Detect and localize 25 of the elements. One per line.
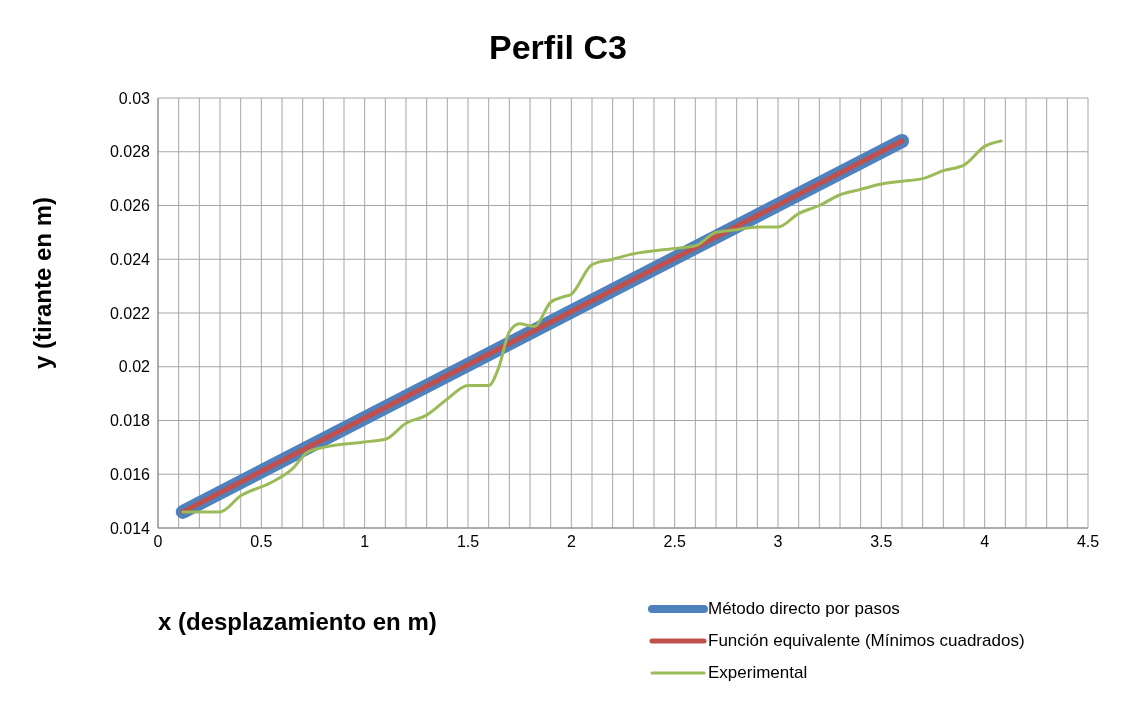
y-tick-label: 0.026: [109, 197, 151, 215]
x-tick-label: 0: [153, 533, 163, 551]
y-tick-label: 0.014: [109, 519, 151, 537]
legend-label: Función equivalente (Mínimos cuadrados): [708, 631, 1025, 651]
x-tick-label: 3.5: [870, 533, 893, 551]
y-tick-label: 0.03: [118, 89, 151, 107]
y-tick-label: 0.022: [109, 304, 151, 322]
y-axis-title: y (tirante en m): [29, 196, 57, 370]
legend-label: Método directo por pasos: [708, 599, 900, 619]
legend-label: Experimental: [708, 663, 808, 683]
x-tick-label: 4: [980, 533, 990, 551]
x-tick-label: 0.5: [250, 533, 273, 551]
x-axis-title: x (desplazamiento en m): [158, 608, 437, 636]
x-tick-label: 3: [773, 533, 783, 551]
y-tick-label: 0.024: [109, 250, 151, 268]
x-tick-label: 1: [360, 533, 370, 551]
x-tick-label: 2: [566, 533, 576, 551]
x-tick-label: 4.5: [1076, 533, 1100, 551]
x-tick-label: 1.5: [456, 533, 480, 551]
chart-title: Perfil C3: [488, 28, 628, 67]
x-tick-label: 2.5: [663, 533, 686, 551]
y-tick-label: 0.028: [109, 143, 151, 161]
y-tick-label: 0.02: [118, 358, 151, 376]
y-tick-label: 0.016: [109, 465, 151, 483]
y-tick-label: 0.018: [109, 412, 151, 430]
